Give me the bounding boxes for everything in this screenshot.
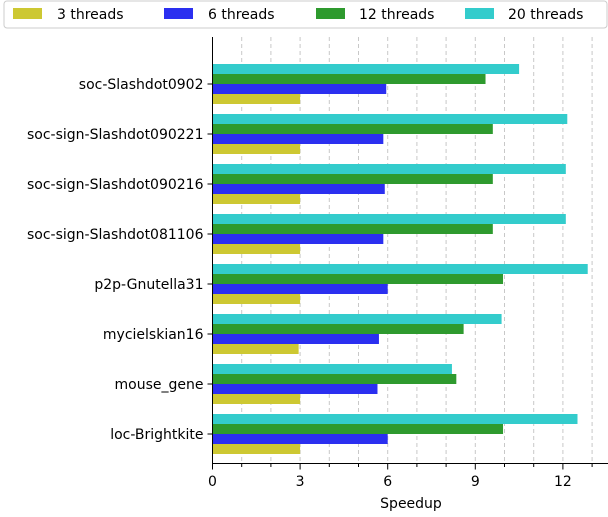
category-label: soc-Slashdot0902 bbox=[79, 77, 204, 93]
legend: 3 threads 6 threads 12 threads 20 threads bbox=[13, 7, 583, 23]
bar-12-threads bbox=[212, 224, 493, 234]
bar-6-threads bbox=[212, 134, 384, 144]
bar-12-threads bbox=[212, 174, 493, 184]
bar-6-threads bbox=[212, 84, 387, 94]
bar-3-threads bbox=[212, 444, 301, 454]
bar-3-threads bbox=[212, 244, 301, 254]
x-tick-label: 9 bbox=[471, 474, 480, 490]
bar-12-threads bbox=[212, 74, 486, 84]
bar-12-threads bbox=[212, 124, 493, 134]
bar-6-threads bbox=[212, 284, 388, 294]
legend-label: 3 threads bbox=[57, 7, 124, 23]
bar-3-threads bbox=[212, 294, 301, 304]
x-axis-title: Speedup bbox=[380, 496, 442, 512]
category-label: soc-sign-Slashdot090216 bbox=[27, 177, 204, 193]
bar-3-threads bbox=[212, 344, 299, 354]
category-label: soc-sign-Slashdot090221 bbox=[27, 127, 204, 143]
x-tick-label: 3 bbox=[296, 474, 305, 490]
bar-20-threads bbox=[212, 414, 578, 424]
bar-6-threads bbox=[212, 384, 378, 394]
bar-3-threads bbox=[212, 194, 301, 204]
gridlines bbox=[241, 37, 593, 464]
bar-6-threads bbox=[212, 434, 388, 444]
bar-20-threads bbox=[212, 64, 520, 74]
bar-12-threads bbox=[212, 274, 504, 284]
bar-6-threads bbox=[212, 184, 385, 194]
bar-6-threads bbox=[212, 234, 384, 244]
legend-swatch bbox=[465, 8, 494, 19]
bar-12-threads bbox=[212, 374, 457, 384]
legend-swatch bbox=[164, 8, 193, 19]
category-label: p2p-Gnutella31 bbox=[94, 277, 203, 293]
bar-20-threads bbox=[212, 314, 502, 324]
legend-label: 12 threads bbox=[359, 7, 434, 23]
category-label: mouse_gene bbox=[115, 377, 204, 393]
axis-ticks: 0 3 6 9 12 bbox=[207, 83, 593, 490]
category-label: soc-sign-Slashdot081106 bbox=[27, 227, 204, 243]
category-label: mycielskian16 bbox=[103, 327, 204, 343]
bar-3-threads bbox=[212, 94, 301, 104]
bar-20-threads bbox=[212, 114, 568, 124]
bar-20-threads bbox=[212, 364, 452, 374]
bar-6-threads bbox=[212, 334, 379, 344]
legend-label: 20 threads bbox=[508, 7, 583, 23]
bar-20-threads bbox=[212, 264, 588, 274]
bar-12-threads bbox=[212, 424, 504, 434]
category-labels: soc-Slashdot0902 soc-sign-Slashdot090221 s… bbox=[27, 77, 204, 443]
bar-20-threads bbox=[212, 214, 566, 224]
bars bbox=[212, 64, 588, 454]
x-tick-label: 12 bbox=[554, 474, 572, 490]
category-label: loc-Brightkite bbox=[110, 427, 203, 443]
bar-12-threads bbox=[212, 324, 464, 334]
legend-label: 6 threads bbox=[208, 7, 275, 23]
bar-20-threads bbox=[212, 164, 566, 174]
legend-swatch bbox=[316, 8, 345, 19]
bar-3-threads bbox=[212, 144, 301, 154]
x-tick-label: 0 bbox=[208, 474, 217, 490]
legend-frame bbox=[3, 0, 608, 29]
legend-swatch bbox=[13, 8, 42, 19]
x-tick-label: 6 bbox=[383, 474, 392, 490]
bar-3-threads bbox=[212, 394, 301, 404]
